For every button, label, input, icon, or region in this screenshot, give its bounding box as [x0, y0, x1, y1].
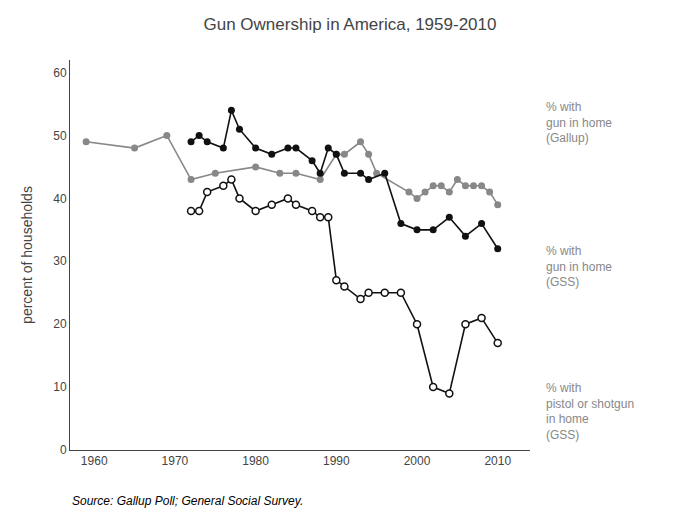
svg-text:10: 10	[53, 380, 67, 394]
svg-text:50: 50	[53, 129, 67, 143]
svg-text:1970: 1970	[162, 454, 189, 468]
svg-text:60: 60	[53, 66, 67, 80]
svg-text:% withgun in home(GSS): % withgun in home(GSS)	[546, 244, 612, 289]
svg-text:Gun Ownership in America, 1959: Gun Ownership in America, 1959-2010	[204, 15, 497, 34]
svg-text:2000: 2000	[404, 454, 431, 468]
svg-text:percent of households: percent of households	[19, 186, 35, 324]
svg-text:1990: 1990	[323, 454, 350, 468]
svg-text:30: 30	[53, 254, 67, 268]
svg-text:2010: 2010	[484, 454, 511, 468]
svg-text:0: 0	[60, 443, 67, 457]
svg-text:% withgun in home(Gallup): % withgun in home(Gallup)	[546, 100, 612, 145]
svg-text:20: 20	[53, 317, 67, 331]
svg-text:40: 40	[53, 192, 67, 206]
svg-text:Source: Gallup Poll; General S: Source: Gallup Poll; General Social Surv…	[72, 494, 303, 508]
svg-text:1980: 1980	[242, 454, 269, 468]
svg-text:1960: 1960	[81, 454, 108, 468]
svg-text:% withpistol or shotgunin home: % withpistol or shotgunin home(GSS)	[546, 381, 634, 442]
